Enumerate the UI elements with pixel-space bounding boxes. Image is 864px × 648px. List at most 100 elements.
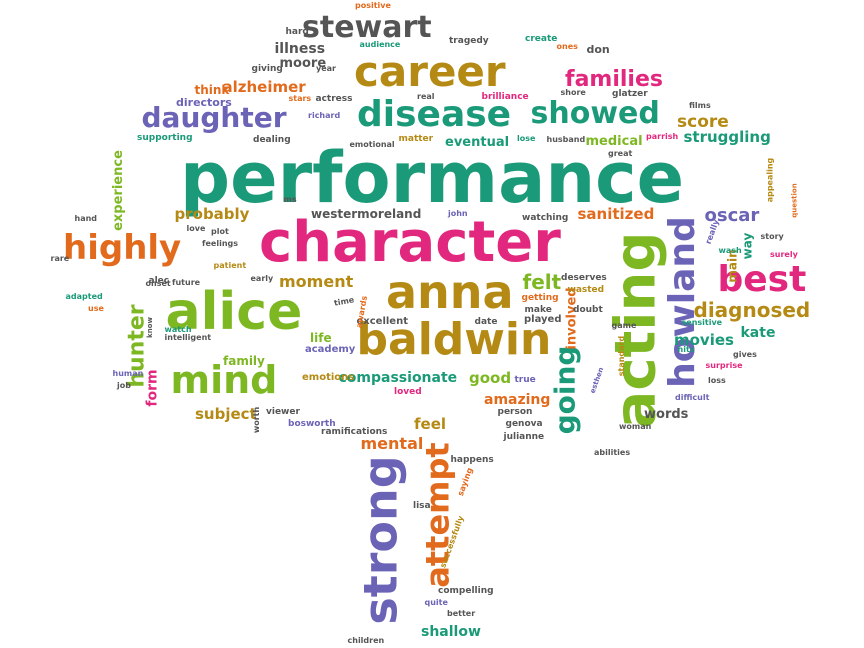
word-happens: happens [450, 454, 494, 465]
word-supporting: supporting [137, 132, 193, 143]
word-saying: saying [455, 466, 474, 498]
word-struggling: struggling [683, 127, 771, 146]
word-glatzer: glatzer [612, 88, 648, 99]
word-moment: moment [279, 272, 354, 291]
word-patient: patient [213, 261, 247, 270]
word-shore: shore [560, 88, 586, 97]
word-think: think [194, 83, 230, 97]
word-positive: positive [355, 1, 391, 10]
word-feelings: feelings [202, 239, 238, 248]
word-played: played [524, 314, 562, 325]
word-abilities: abilities [594, 448, 631, 457]
word-question: question [790, 182, 799, 218]
word-involved: involved [564, 286, 580, 350]
word-kate: kate [740, 325, 776, 341]
word-felt: felt [522, 270, 562, 294]
word-getting: getting [521, 292, 559, 303]
word-stewart: stewart [302, 10, 432, 45]
word-baldwin: baldwin [356, 314, 552, 365]
word-sanitized: sanitized [577, 204, 655, 223]
word-story: story [760, 232, 784, 241]
word-loved: loved [394, 386, 422, 397]
word-feel: feel [414, 414, 447, 433]
word-know: know [145, 316, 154, 338]
word-rare: rare [50, 254, 70, 263]
word-mental: mental [360, 434, 424, 453]
word-compassionate: compassionate [338, 370, 458, 386]
word-sensitive: sensitive [681, 318, 723, 327]
word-showed: showed [530, 96, 660, 131]
word-alec: alec [148, 275, 170, 286]
word-ones: ones [556, 42, 578, 51]
word-experience: experience [110, 149, 126, 231]
word-career: career [354, 47, 506, 96]
word-use: use [88, 304, 104, 313]
word-date: date [474, 316, 498, 327]
word-performance: performance [180, 137, 685, 219]
word-future: future [172, 278, 201, 287]
word-best: best [717, 259, 807, 300]
word-john: john [448, 209, 468, 218]
word-game: game [611, 321, 637, 330]
word-westermoreland: westermoreland [311, 207, 422, 221]
word-compelling: compelling [438, 585, 494, 596]
word-appealing: appealing [764, 157, 774, 203]
word-lisa: lisa [413, 500, 431, 511]
word-actress: actress [315, 93, 353, 104]
word-great: great [608, 149, 633, 158]
word-human: human [112, 369, 144, 378]
word-hand: hand [74, 214, 98, 223]
word-hits: hits [677, 345, 695, 354]
word-strong: strong [353, 455, 408, 625]
word-score: score [677, 111, 729, 132]
word-shallow: shallow [421, 624, 481, 640]
word-wasted: wasted [567, 284, 605, 295]
word-plot: plot [211, 227, 229, 236]
word-viewer: viewer [266, 406, 300, 417]
word-emotional: emotional [349, 140, 395, 149]
word-alice: alice [165, 282, 303, 342]
word-year: year [316, 64, 336, 73]
word-acting: acting [602, 231, 668, 429]
word-probably: probably [174, 204, 250, 223]
word-standard: standard [617, 335, 627, 377]
word-make: make [524, 304, 552, 315]
word-words: words [644, 406, 689, 422]
word-create: create [525, 33, 558, 44]
word-tragedy: tragedy [449, 35, 489, 46]
word-time: time [333, 295, 355, 308]
word-husband: husband [546, 135, 586, 144]
word-watch: watch [164, 325, 192, 334]
word-diagnosed: diagnosed [693, 298, 811, 322]
word-true: true [514, 374, 536, 385]
word-richard: richard [308, 111, 341, 120]
word-onset: onset [145, 279, 171, 288]
word-surprise: surprise [705, 361, 743, 370]
word-brilliance: brilliance [481, 91, 529, 102]
word-highly: highly [63, 228, 182, 268]
word-academy: academy [305, 344, 356, 355]
word-daughter: daughter [141, 101, 287, 134]
word-eventual: eventual [445, 134, 510, 150]
word-julianne: julianne [503, 431, 545, 442]
word-emotions: emotions [302, 372, 355, 383]
word-love: love [186, 224, 206, 233]
word-moore: moore [279, 55, 327, 71]
word-lose: lose [517, 134, 536, 143]
word-good: good [469, 368, 512, 387]
word-ms: ms [283, 195, 297, 204]
word-mind: mind [170, 358, 278, 402]
word-subject: subject [195, 404, 257, 423]
word-stars: stars [288, 94, 312, 103]
word-job: job [117, 381, 131, 390]
word-going: going [547, 345, 581, 435]
word-loss: loss [708, 376, 726, 385]
word-giving: giving [251, 63, 283, 74]
word-quite: quite [424, 598, 448, 607]
word-parrish: parrish [646, 132, 679, 141]
word-amazing: amazing [484, 392, 551, 408]
word-illness: illness [274, 41, 326, 57]
word-woman: woman [619, 422, 652, 431]
word-adapted: adapted [65, 292, 103, 301]
